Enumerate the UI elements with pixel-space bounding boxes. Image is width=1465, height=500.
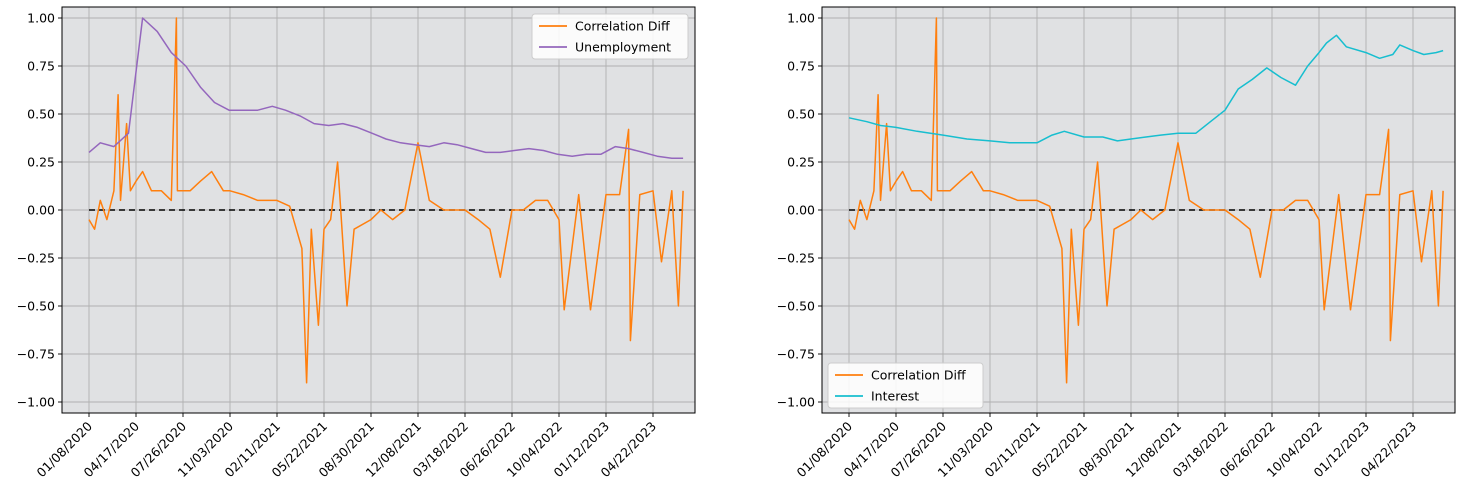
axes-frame: [61, 6, 696, 414]
y-tick-label: 0.50: [27, 107, 55, 122]
y-tick-label: −1.00: [17, 395, 55, 410]
legend: Correlation Diff Unemployment: [531, 13, 689, 60]
left-chart-panel: −1.00 −0.75 −0.50 −0.25 0.00 0.25 0.50 0.75 1.00…: [17, 6, 696, 480]
y-tick-label: −0.25: [17, 251, 55, 266]
right-chart-panel: −1.00 −0.75 −0.50 −0.25 0.00 0.25 0.50 0.75 1.00…: [777, 6, 1456, 480]
legend-label-interest: Interest: [871, 389, 919, 404]
legend-label-unemployment: Unemployment: [575, 40, 671, 55]
y-tick-label: 0.50: [787, 107, 815, 122]
legend-box: [827, 362, 984, 409]
y-tick-label: 1.00: [27, 11, 55, 26]
legend-label-correlation-diff: Correlation Diff: [871, 368, 966, 383]
y-tick-label: −0.75: [777, 347, 815, 362]
y-tick-label: −0.75: [17, 347, 55, 362]
y-tick-label: −0.50: [777, 299, 815, 314]
legend-box: [531, 13, 689, 60]
interest-line: [848, 34, 1444, 144]
y-tick-label: 0.75: [787, 59, 815, 74]
legend: Correlation Diff Interest: [827, 362, 984, 409]
y-tick-label: −0.50: [17, 299, 55, 314]
unemployment-line: [88, 17, 684, 159]
y-tick-label: 1.00: [787, 11, 815, 26]
legend-label-correlation-diff: Correlation Diff: [575, 19, 670, 34]
axes-frame: [821, 6, 1456, 414]
y-tick-label: 0.25: [27, 155, 55, 170]
y-tick-label: −0.25: [777, 251, 815, 266]
y-tick-label: 0.00: [27, 203, 55, 218]
y-tick-label: 0.00: [787, 203, 815, 218]
y-tick-label: 0.75: [27, 59, 55, 74]
y-tick-label: 0.25: [787, 155, 815, 170]
correlation-diff-line: [88, 17, 684, 384]
y-tick-label: −1.00: [777, 395, 815, 410]
correlation-diff-line: [848, 17, 1444, 384]
